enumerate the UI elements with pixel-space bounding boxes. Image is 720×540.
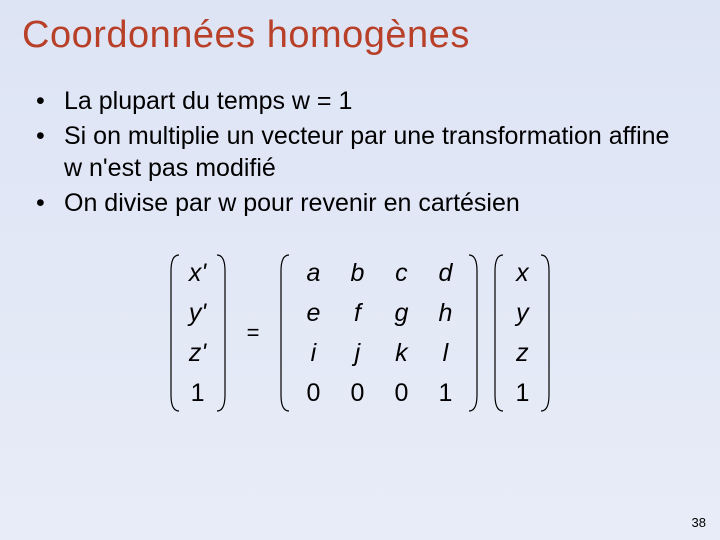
bullet-list: • La plupart du temps w = 1 • Si on mult… [0,57,720,219]
right-bracket-icon [539,253,551,413]
matrix-cell: 1 [423,373,467,413]
bullet-glyph: • [36,120,64,153]
matrix-cell: i [291,333,335,373]
vector-cell: y [505,293,539,333]
matrix-cell: j [335,333,379,373]
slide-title: Coordonnées homogènes [0,0,720,57]
lhs-vector: x' y' z' 1 [169,253,227,413]
vector-cell: 1 [505,373,539,413]
left-bracket-icon [279,253,291,413]
matrix-cell: 0 [291,373,335,413]
vector-cell: x [505,253,539,293]
page-number: 38 [692,515,706,530]
matrix-equation: x' y' z' 1 = a b c d e f g h i j k l 0 0 [0,253,720,413]
vector-cell: x' [181,253,215,293]
matrix-cell: l [423,333,467,373]
equals-sign: = [241,320,266,346]
left-bracket-icon [169,253,181,413]
matrix-cell: a [291,253,335,293]
matrix-cell: 0 [335,373,379,413]
matrix-cell: h [423,293,467,333]
bullet-text: On divise par w pour revenir en cartésie… [64,187,720,220]
matrix-cell: g [379,293,423,333]
matrix-cell: k [379,333,423,373]
matrix-cell: c [379,253,423,293]
bullet-item: • On divise par w pour revenir en cartés… [36,187,720,220]
matrix-cell: 0 [379,373,423,413]
rhs-vector: x y z 1 [493,253,551,413]
matrix-cell: e [291,293,335,333]
vector-cell: y' [181,293,215,333]
bullet-glyph: • [36,85,64,118]
right-bracket-icon [215,253,227,413]
matrix-cell: f [335,293,379,333]
vector-cell: z [505,333,539,373]
right-bracket-icon [467,253,479,413]
left-bracket-icon [493,253,505,413]
bullet-text: Si on multiplie un vecteur par une trans… [64,120,720,185]
matrix-cell: d [423,253,467,293]
matrix-cell: b [335,253,379,293]
vector-cell: 1 [181,373,215,413]
transform-matrix: a b c d e f g h i j k l 0 0 0 1 [279,253,479,413]
bullet-text: La plupart du temps w = 1 [64,85,720,118]
vector-cell: z' [181,333,215,373]
bullet-item: • La plupart du temps w = 1 [36,85,720,118]
bullet-glyph: • [36,187,64,220]
bullet-item: • Si on multiplie un vecteur par une tra… [36,120,720,185]
